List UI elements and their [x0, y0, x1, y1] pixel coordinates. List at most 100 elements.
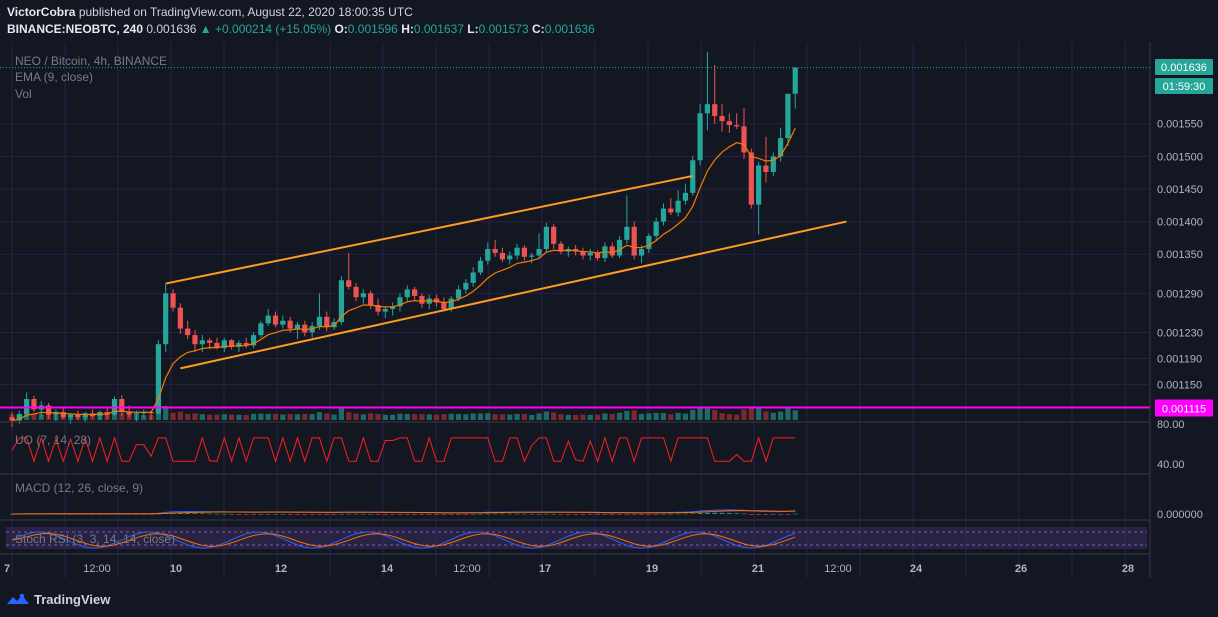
time-tick-label: 12 [275, 563, 287, 575]
uo-tick-label: 80.00 [1157, 419, 1185, 431]
volume-bar [726, 414, 732, 420]
candle-body [316, 316, 323, 326]
macd-hist-bar [434, 514, 439, 515]
volume-bar [485, 413, 491, 420]
time-axis[interactable]: 7 12:00 10 12 14 12:00 17 19 21 12:00 24 26 28 [4, 563, 1134, 575]
volume-bar [558, 414, 564, 420]
candle-body [46, 405, 52, 415]
high-label: H: [401, 22, 414, 36]
candle-body [770, 156, 776, 173]
volume-bar [89, 415, 96, 420]
time-tick-label: 26 [1015, 563, 1027, 575]
volume-bar [573, 414, 579, 420]
volume-bar [631, 410, 637, 420]
candle-body [785, 93, 791, 139]
stoch-d-line [11, 532, 796, 547]
macd-hist-bar [229, 513, 234, 515]
channel-lower-line[interactable] [180, 220, 847, 370]
volume-bar [192, 413, 198, 420]
time-tick-label: 24 [910, 563, 923, 575]
macd-hist-bar [756, 514, 762, 515]
candlesticks[interactable] [9, 52, 798, 428]
candle-body [587, 252, 593, 256]
macd-hist-bar [258, 514, 264, 515]
volume-bar [543, 411, 549, 420]
volume-bar [250, 413, 257, 420]
volume-bar [119, 413, 125, 420]
candle-body [726, 121, 732, 126]
macd-hist-bar [273, 513, 278, 515]
candle-body [192, 335, 198, 345]
legend-macd: MACD (12, 26, close, 9) [15, 481, 143, 495]
volume-bar [419, 414, 425, 420]
macd-hist-bar [214, 513, 220, 515]
macd-hist-bar [785, 514, 791, 515]
time-tick-label: 21 [752, 563, 764, 575]
last-price-tag-text: 0.001636 [1161, 62, 1207, 74]
macd-hist-bar [375, 514, 381, 515]
macd-hist-bar [265, 513, 271, 515]
candle-body [53, 412, 59, 415]
candle-body [792, 67, 798, 94]
macd-hist-bar [697, 512, 703, 514]
volume-bar [529, 415, 535, 420]
candle-body [507, 255, 513, 260]
price-tick-label: 0.001350 [1157, 249, 1203, 261]
macd-hist-bar [324, 514, 330, 515]
macd-hist-bar [712, 512, 718, 514]
candle-body [346, 280, 352, 287]
candle-body [470, 272, 476, 283]
macd-hist-bar [609, 514, 615, 515]
candle-body [221, 340, 227, 349]
candle-body [734, 125, 740, 127]
volume-bar [294, 414, 301, 420]
volume-bar [426, 414, 432, 420]
volume-bar [638, 413, 645, 420]
volume-bar [616, 412, 623, 420]
volume-bar [682, 413, 689, 420]
volume-bar [653, 412, 659, 420]
chart-canvas[interactable]: NEO / Bitcoin, 4h, BINANCE EMA (9, close… [0, 42, 1218, 584]
macd-hist-bar [522, 513, 527, 515]
macd-hist-bar [236, 514, 242, 515]
volume-bar [236, 414, 242, 420]
macd-hist-bar [748, 514, 754, 515]
volume-bar [551, 412, 557, 420]
volume-bar [229, 414, 235, 420]
volume-bar [470, 413, 476, 420]
volume-bar [492, 414, 498, 420]
macd-hist-bar [419, 514, 425, 515]
chart-header: VictorCobra published on TradingView.com… [0, 0, 1218, 42]
volume-bar [756, 406, 762, 420]
macd-hist-bar [368, 513, 374, 515]
price-axis[interactable]: 0.001550 0.001500 0.001450 0.001400 0.001350… [1157, 119, 1203, 392]
uo-line [11, 436, 796, 463]
candle-body [712, 104, 718, 116]
volume-bar [712, 410, 718, 420]
tradingview-logo-icon [7, 593, 29, 604]
candle-body [243, 342, 249, 346]
candle-body [67, 414, 74, 418]
last-price: 0.001636 [146, 22, 197, 36]
time-tick-label: 10 [170, 563, 182, 575]
macd-tick-label: 0.000000 [1157, 509, 1203, 521]
macd-hist-bar [412, 514, 417, 515]
channel-upper-line[interactable] [165, 174, 693, 285]
volume-bar [565, 414, 571, 420]
volume-bar [763, 411, 769, 420]
candle-body [558, 243, 564, 252]
macd-hist-bar [346, 513, 352, 515]
candle-body [60, 412, 66, 418]
macd-hist-bar [639, 514, 644, 515]
macd-hist-bar [309, 514, 315, 515]
macd-hist-bar [690, 513, 696, 514]
time-tick-label: 19 [646, 563, 658, 575]
candle-body [778, 138, 784, 157]
uo-tick-label: 40.00 [1157, 459, 1185, 471]
candle-body [302, 324, 308, 333]
candle-body [543, 226, 549, 249]
change-value: +0.000214 (+15.05%) [215, 22, 332, 36]
author-name[interactable]: VictorCobra [7, 5, 76, 19]
tradingview-logo[interactable]: TradingView [6, 589, 110, 609]
candle-body [170, 293, 176, 308]
